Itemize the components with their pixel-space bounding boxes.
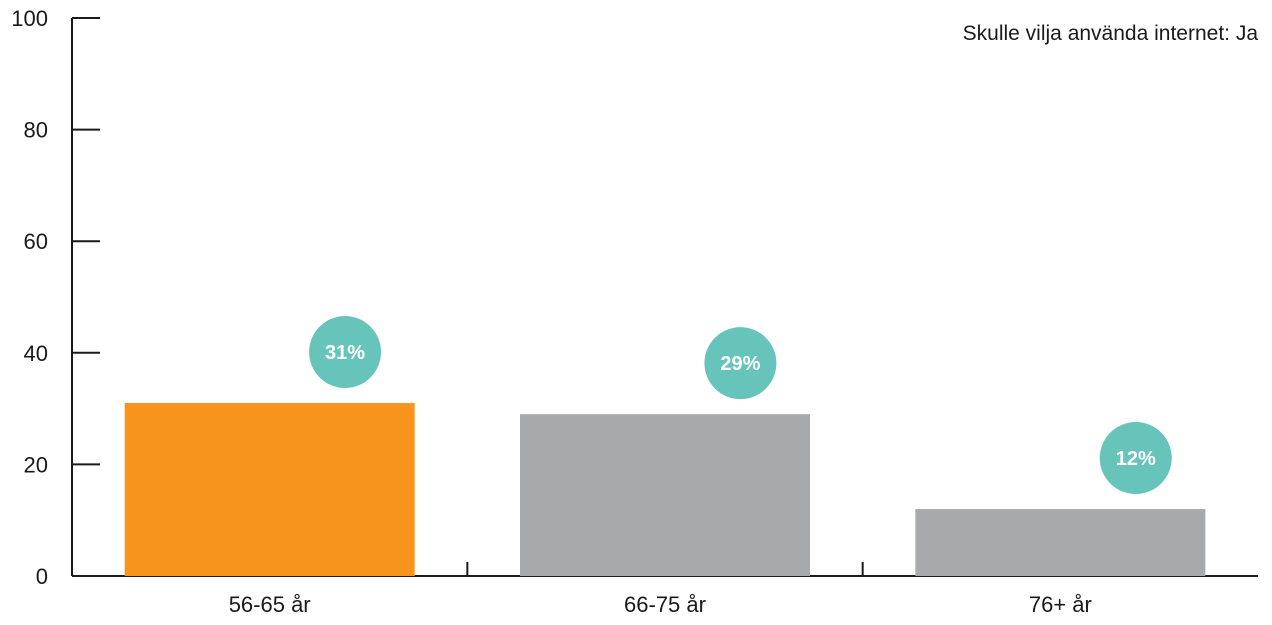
y-tick-label: 20	[24, 452, 48, 477]
data-label: 12%	[1116, 448, 1156, 470]
value-badge	[1099, 422, 1172, 495]
data-labels: 56-65 år 31% 66-75 år 29% 76+ år 12%	[229, 316, 1172, 617]
y-tick-label: 100	[11, 6, 48, 31]
bar	[124, 403, 415, 576]
x-tick-label: 56-65 år	[229, 592, 311, 617]
data-label: 29%	[720, 353, 760, 375]
x-tick-label: 76+ år	[1029, 592, 1092, 617]
y-tick-label: 80	[24, 118, 48, 143]
bars	[124, 403, 1206, 576]
y-tick-label: 40	[24, 341, 48, 366]
y-tick-label: 0	[36, 564, 48, 589]
data-label: 31%	[325, 342, 365, 364]
value-badge	[309, 316, 382, 389]
value-badge	[704, 327, 777, 400]
bar	[915, 509, 1206, 576]
x-tick-label: 66-75 år	[624, 592, 706, 617]
legend-label: Skulle vilja använda internet: Ja	[963, 22, 1259, 45]
y-tick-label: 60	[24, 229, 48, 254]
bar	[520, 414, 810, 576]
